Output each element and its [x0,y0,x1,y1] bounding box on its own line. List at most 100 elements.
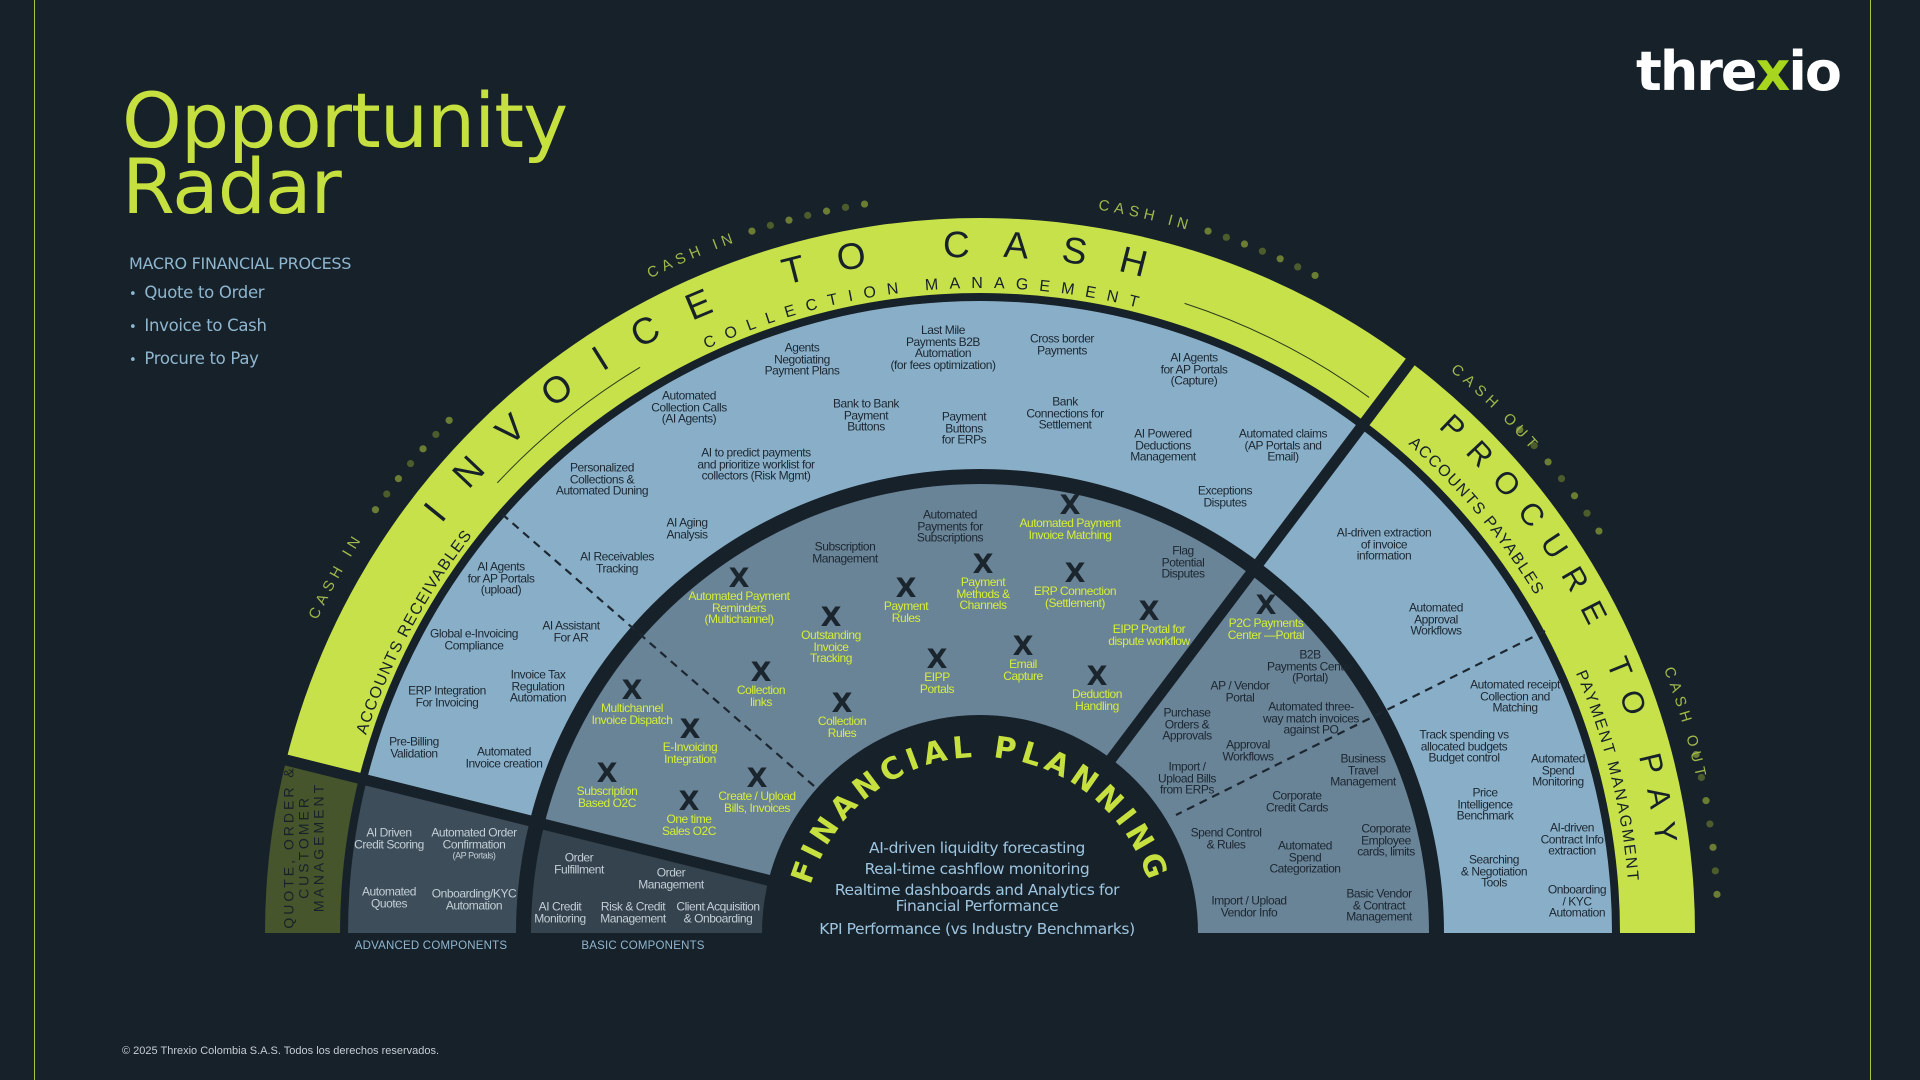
capability-label: Payment Buttons for ERPs [941,409,987,447]
basic-component: AI Credit Monitoring [534,899,586,925]
trail-dot [394,475,403,483]
opportunity-item: X Collection links [736,657,786,709]
capability-label: Invoice Tax Regulation Automation [509,667,567,705]
opportunity-item: X P2C Payments Center —Portal [1227,590,1305,642]
trail-dot [1258,247,1267,255]
fp-item: AI-driven liquidity forecasting [869,839,1085,857]
macro-item-invoice-to-cash: Invoice to Cash [129,316,351,349]
logo-accent-x: x [1755,40,1791,103]
separator-invoice-procure [1098,350,1421,773]
capability-label: ERP Integration For Invoicing [408,683,486,709]
opportunity-label: Collection links [736,683,786,709]
trail-dot [1709,843,1717,851]
basic-components-label: BASIC COMPONENTS [581,940,705,952]
title-line: QUOTE, ORDER & [280,765,297,929]
threxio-logo: threxio [1636,40,1842,103]
x-mark-icon: X [728,563,750,594]
x-mark-icon: X [1064,558,1086,589]
x-mark-icon: X [926,644,948,675]
separator-quote-invoice [275,752,783,889]
x-mark-icon: X [596,758,618,789]
capability-label: Global e-Invoicing Compliance [430,626,518,652]
capability-label: Purchase Orders & Approvals [1162,705,1212,743]
trail-dot [419,445,427,453]
opportunity-item: X EIPP Portal for dispute workflow [1108,598,1190,647]
decor-arc-left [496,366,641,484]
capability-label: Automated Payments for Subscriptions [916,507,984,545]
trail-dot [432,430,440,439]
opportunity-item: X One time Sales O2C [662,788,716,837]
outer-light-band [366,301,1613,933]
opportunity-label: P2C Payments Center —Portal [1227,616,1305,642]
x-mark-icon: X [750,657,772,688]
trail-dot [1204,227,1212,235]
capability-label: Import / Upload Vendor Info [1211,893,1287,919]
capability-label: Personalized Collections & Automated Dun… [555,460,649,498]
decor-arc-right [1184,302,1370,398]
trail-dot [1702,797,1710,805]
opportunity-label: Subscription Based O2C [576,784,638,810]
capability-label: Approval Workflows [1222,737,1274,763]
capability-label: AI Powered Deductions Management [1130,426,1196,464]
capability-label: AI Assistant For AR [542,618,600,644]
title-line: MANAGEMENT [310,781,327,913]
title-line-1: Opportunity [122,76,568,165]
opportunity-item: X Automated Payment Reminders (Multichann… [688,563,790,627]
opportunity-label: Email Capture [1003,657,1043,683]
x-mark-icon: X [1086,661,1108,692]
component-note: (AP Portals) [452,850,496,861]
fp-item: Real-time cashflow monitoring [864,860,1090,878]
component-label: Automated Order Confirmation [431,825,517,851]
capability-label: Cross border Payments [1030,331,1094,357]
capability-label: Bank Connections for Settlement [1026,394,1104,432]
advanced-components-sector [348,780,530,933]
trail-dot [804,211,812,219]
capability-label: Business Travel Management [1330,751,1396,789]
macro-item-quote-to-order: Quote to Order [129,283,351,316]
capability-label: Spend Control & Rules [1190,825,1262,851]
trail-dot [1692,750,1700,759]
trail-dot [1222,233,1230,241]
opportunity-item: X Payment Rules [884,573,929,624]
capability-label: AP / Vendor Portal [1210,678,1270,704]
x-mark-icon: X [1012,631,1034,662]
opportunity-item: X EIPP Portals [919,644,955,696]
opportunity-item: X Deduction Handling [1072,661,1122,712]
opportunity-label: Automated Payment Reminders (Multichanne… [688,589,790,627]
x-mark-icon: X [1255,590,1277,621]
trail-dot [1294,263,1302,271]
trail-dot [406,459,415,468]
advanced-component: Automated Quotes [362,884,416,910]
capability-label: B2B Payments Center (Portal) [1267,647,1353,685]
advanced-component: Onboarding/KYC Automation [431,886,517,912]
trail-dot [1240,240,1249,248]
opportunity-item: X Email Capture [1003,631,1043,683]
quote-order-customer-management-title: QUOTE, ORDER & CUSTOMER MANAGEMENT [280,765,327,929]
opportunity-item: X E-Invoicing Integration [663,716,718,765]
x-mark-icon: X [820,602,842,633]
capability-label: Onboarding / KYC Automation [1547,882,1607,920]
x-mark-icon: X [1059,490,1081,521]
capability-label: Automated Approval Workflows [1409,600,1463,638]
capability-label: Automated Spend Categorization [1269,838,1341,876]
trail-dot [1595,527,1603,535]
trail-dot [1557,475,1566,483]
capability-label: Automated Invoice creation [465,744,543,770]
opportunity-label: EIPP Portals [919,670,955,696]
basic-components-sector [531,824,769,933]
x-mark-icon: X [895,573,917,604]
opportunity-item: X Collection Rules [818,690,867,739]
quote-order-olive-sector [265,760,360,933]
x-mark-icon: X [746,763,768,794]
copyright-footer: © 2025 Threxio Colombia S.A.S. Todos los… [122,1045,440,1057]
opportunity-label: Payment Methods & Channels [956,575,1010,613]
capability-label: Corporate Employee cards, limits [1357,821,1415,859]
advanced-component: Automated Order Confirmation (AP Portals) [431,825,517,861]
capability-label: Automated claims (AP Portals and Email) [1238,426,1328,464]
trail-dot [1583,509,1591,517]
trail-dot [841,203,850,211]
capability-label: Exceptions Disputes [1197,483,1253,509]
opportunity-item: X Create / Upload Bills, Invoices [718,763,796,814]
capability-label: AI Receivables Tracking [580,549,654,575]
